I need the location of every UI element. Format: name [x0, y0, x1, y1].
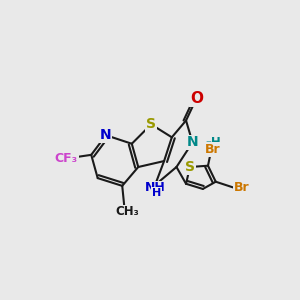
Text: H: H [152, 188, 161, 198]
Text: N: N [187, 136, 198, 149]
Text: NH: NH [145, 181, 165, 194]
Text: Br: Br [234, 181, 250, 194]
Text: O: O [190, 91, 203, 106]
Text: N: N [100, 128, 112, 142]
Text: S: S [146, 117, 156, 131]
Text: CF₃: CF₃ [55, 152, 78, 165]
Text: CH₃: CH₃ [116, 205, 139, 218]
Text: S: S [185, 160, 195, 174]
Text: Br: Br [205, 143, 220, 156]
Text: –H: –H [205, 136, 221, 149]
